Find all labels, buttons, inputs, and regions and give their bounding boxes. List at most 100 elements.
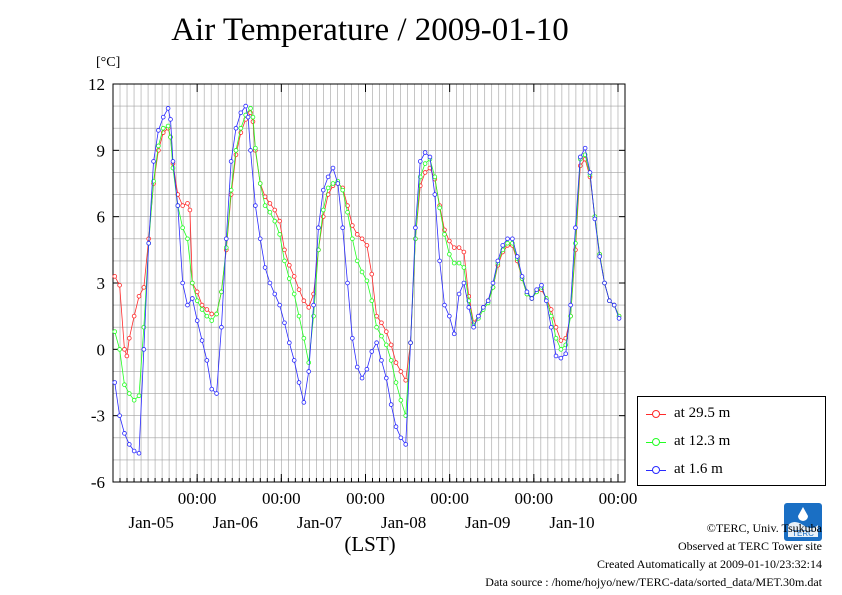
- x-tick-date-label: Jan-05: [129, 513, 174, 532]
- data-point-12-3m: [117, 347, 122, 352]
- data-point-29-5m: [451, 245, 457, 250]
- legend-label-29-5m: at 29.5 m: [674, 405, 731, 421]
- data-point-29-5m: [287, 263, 292, 268]
- data-point-29-5m: [456, 245, 462, 250]
- data-point-29-5m: [117, 282, 122, 288]
- y-tick-label: 9: [97, 141, 106, 160]
- legend-label-1-6m: at 1.6 m: [674, 461, 723, 477]
- data-point-1-6m: [156, 128, 161, 133]
- data-point-1-6m: [442, 302, 447, 308]
- data-point-29-5m: [301, 298, 307, 303]
- data-point-12-3m: [223, 245, 229, 250]
- data-point-1-6m: [175, 203, 181, 208]
- data-point-1-6m: [354, 364, 360, 370]
- y-tick-label: 12: [88, 75, 105, 94]
- data-point-12-3m: [136, 393, 142, 399]
- data-point-1-6m: [359, 375, 365, 381]
- data-point-1-6m: [311, 302, 316, 308]
- data-point-1-6m: [432, 192, 438, 197]
- data-point-12-3m: [156, 143, 161, 149]
- chart-title: Air Temperature / 2009-01-10: [171, 12, 569, 48]
- data-point-29-5m: [209, 311, 215, 317]
- data-point-1-6m: [505, 236, 510, 242]
- data-point-12-3m: [165, 123, 171, 129]
- legend-item-12-3m: at 12.3 m: [646, 433, 821, 453]
- data-point-29-5m: [350, 223, 355, 228]
- data-point-1-6m: [272, 291, 278, 297]
- data-point-12-3m: [253, 145, 258, 151]
- data-point-1-6m: [228, 159, 234, 164]
- data-point-1-6m: [422, 150, 428, 155]
- data-point-1-6m: [611, 302, 617, 308]
- data-point-1-6m: [340, 225, 345, 231]
- data-point-1-6m: [306, 369, 312, 374]
- data-point-1-6m: [233, 125, 239, 131]
- data-point-12-3m: [257, 181, 263, 186]
- x-tick-time-label: 00:00: [178, 489, 217, 508]
- data-point-12-3m: [311, 313, 316, 319]
- data-point-12-3m: [194, 298, 200, 303]
- data-point-12-3m: [553, 335, 559, 341]
- data-point-1-6m: [577, 154, 583, 160]
- x-tick-date-label: Jan-07: [297, 513, 343, 532]
- data-point-1-6m: [170, 159, 176, 164]
- data-point-1-6m: [199, 338, 205, 343]
- data-point-1-6m: [325, 174, 331, 180]
- data-point-1-6m: [582, 145, 588, 151]
- data-point-29-5m: [180, 203, 185, 208]
- data-point-1-6m: [267, 280, 273, 286]
- data-point-1-6m: [471, 324, 476, 330]
- data-point-1-6m: [282, 320, 287, 326]
- data-point-1-6m: [277, 302, 282, 308]
- data-point-12-3m: [505, 240, 510, 246]
- data-point-12-3m: [272, 218, 278, 224]
- data-point-12-3m: [204, 313, 210, 319]
- data-point-1-6m: [253, 203, 258, 208]
- data-point-29-5m: [156, 148, 161, 153]
- data-point-1-6m: [437, 258, 442, 264]
- data-point-29-5m: [422, 170, 428, 175]
- legend-marker-29-5m: [652, 410, 660, 418]
- data-point-29-5m: [136, 293, 142, 299]
- data-point-12-3m: [340, 187, 345, 193]
- data-point-29-5m: [141, 285, 147, 290]
- data-point-12-3m: [558, 347, 564, 352]
- data-point-1-6m: [485, 298, 491, 303]
- data-point-29-5m: [388, 342, 394, 348]
- data-point-1-6m: [243, 103, 248, 109]
- data-point-1-6m: [185, 302, 190, 308]
- data-point-29-5m: [558, 338, 564, 343]
- data-point-1-6m: [447, 313, 452, 319]
- data-point-1-6m: [245, 114, 251, 120]
- data-point-12-3m: [432, 174, 438, 180]
- data-point-29-5m: [374, 313, 379, 319]
- data-point-12-3m: [122, 382, 127, 388]
- data-point-1-6m: [602, 280, 607, 286]
- data-point-29-5m: [282, 247, 287, 253]
- data-point-12-3m: [160, 125, 166, 131]
- data-point-1-6m: [335, 181, 341, 186]
- data-point-1-6m: [136, 450, 142, 456]
- y-tick-label: 3: [97, 274, 106, 293]
- data-point-1-6m: [413, 225, 418, 231]
- data-point-1-6m: [607, 298, 612, 303]
- data-point-1-6m: [238, 110, 244, 116]
- data-point-1-6m: [364, 366, 370, 372]
- data-point-1-6m: [369, 349, 375, 354]
- data-point-12-3m: [277, 232, 282, 237]
- data-point-29-5m: [306, 305, 312, 310]
- data-point-12-3m: [447, 251, 452, 257]
- data-point-1-6m: [524, 289, 530, 295]
- data-point-12-3m: [548, 313, 554, 319]
- data-point-29-5m: [194, 289, 200, 295]
- data-point-29-5m: [204, 307, 210, 312]
- legend-item-29-5m: at 29.5 m: [646, 405, 821, 425]
- data-point-1-6m: [122, 431, 127, 436]
- x-tick-date-label: Jan-06: [213, 513, 258, 532]
- data-point-1-6m: [127, 442, 132, 447]
- y-tick-label: -6: [91, 473, 105, 492]
- data-point-29-5m: [403, 377, 409, 383]
- data-point-12-3m: [209, 318, 215, 323]
- data-point-12-3m: [442, 232, 447, 237]
- data-point-1-6m: [301, 400, 307, 405]
